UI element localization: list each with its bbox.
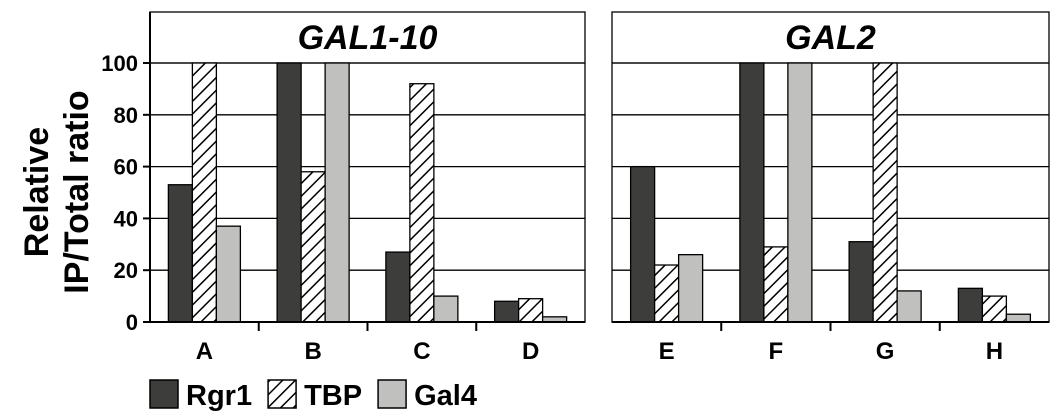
bar-rgr1-d xyxy=(493,300,520,323)
bar-rgr1-c xyxy=(385,251,411,323)
bar-gal4-e xyxy=(677,254,704,323)
x-tick-label: C xyxy=(413,338,430,365)
bar-gal4-c xyxy=(433,295,459,323)
bar-gal4-g xyxy=(896,290,922,323)
bar-tbp-g xyxy=(872,62,898,323)
legend-swatch-gal4 xyxy=(377,379,407,409)
x-tick-label: D xyxy=(522,338,539,365)
x-tick-label: A xyxy=(196,338,213,365)
legend-label-tbp: TBP xyxy=(304,380,362,412)
legend-label-rgr1: Rgr1 xyxy=(186,380,252,412)
bar-tbp-e xyxy=(653,264,680,323)
legend-swatch-rgr1 xyxy=(149,379,179,409)
bar-tbp-d xyxy=(517,298,544,323)
axes xyxy=(143,12,1049,331)
x-tick-label: B xyxy=(304,338,321,365)
bar-rgr1-f xyxy=(739,62,765,323)
legend-label-gal4: Gal4 xyxy=(414,380,477,412)
bar-rgr1-e xyxy=(629,165,656,323)
bar-rgr1-h xyxy=(957,287,984,323)
legend: Rgr1 TBP Gal4 xyxy=(149,379,477,412)
y-tick-label: 100 xyxy=(101,51,138,76)
legend-swatch-tbp xyxy=(267,379,297,409)
y-tick-label: 80 xyxy=(114,103,138,128)
y-tick-label: 40 xyxy=(114,206,138,231)
bar-tbp-a xyxy=(191,62,218,323)
bar-gal4-a xyxy=(215,225,242,323)
bar-rgr1-g xyxy=(848,241,874,323)
bar-gal4-b xyxy=(324,62,350,323)
bar-gal4-h xyxy=(1005,313,1032,323)
y-axis-label: RelativeIP/Total ratio xyxy=(18,90,96,293)
bar-rgr1-b xyxy=(276,62,302,323)
bar-tbp-f xyxy=(763,246,789,323)
x-tick-label: E xyxy=(659,338,675,365)
x-tick-label: G xyxy=(876,338,895,365)
bar-gal4-f xyxy=(787,62,813,323)
y-tick-label: 60 xyxy=(114,155,138,180)
x-tick-label: F xyxy=(769,338,784,365)
bars xyxy=(167,62,1032,323)
y-axis-label-line: Relative xyxy=(18,127,56,257)
bar-rgr1-a xyxy=(167,184,194,323)
y-tick-label: 20 xyxy=(114,258,138,283)
bar-tbp-h xyxy=(981,295,1008,323)
bar-tbp-b xyxy=(300,171,326,323)
panel-title: GAL2 xyxy=(785,19,876,57)
panel-title: GAL1-10 xyxy=(298,19,438,57)
y-axis-label-line: IP/Total ratio xyxy=(58,90,96,293)
x-tick-label: H xyxy=(986,338,1003,365)
bar-tbp-c xyxy=(409,83,435,323)
y-tick-label: 0 xyxy=(126,310,138,335)
